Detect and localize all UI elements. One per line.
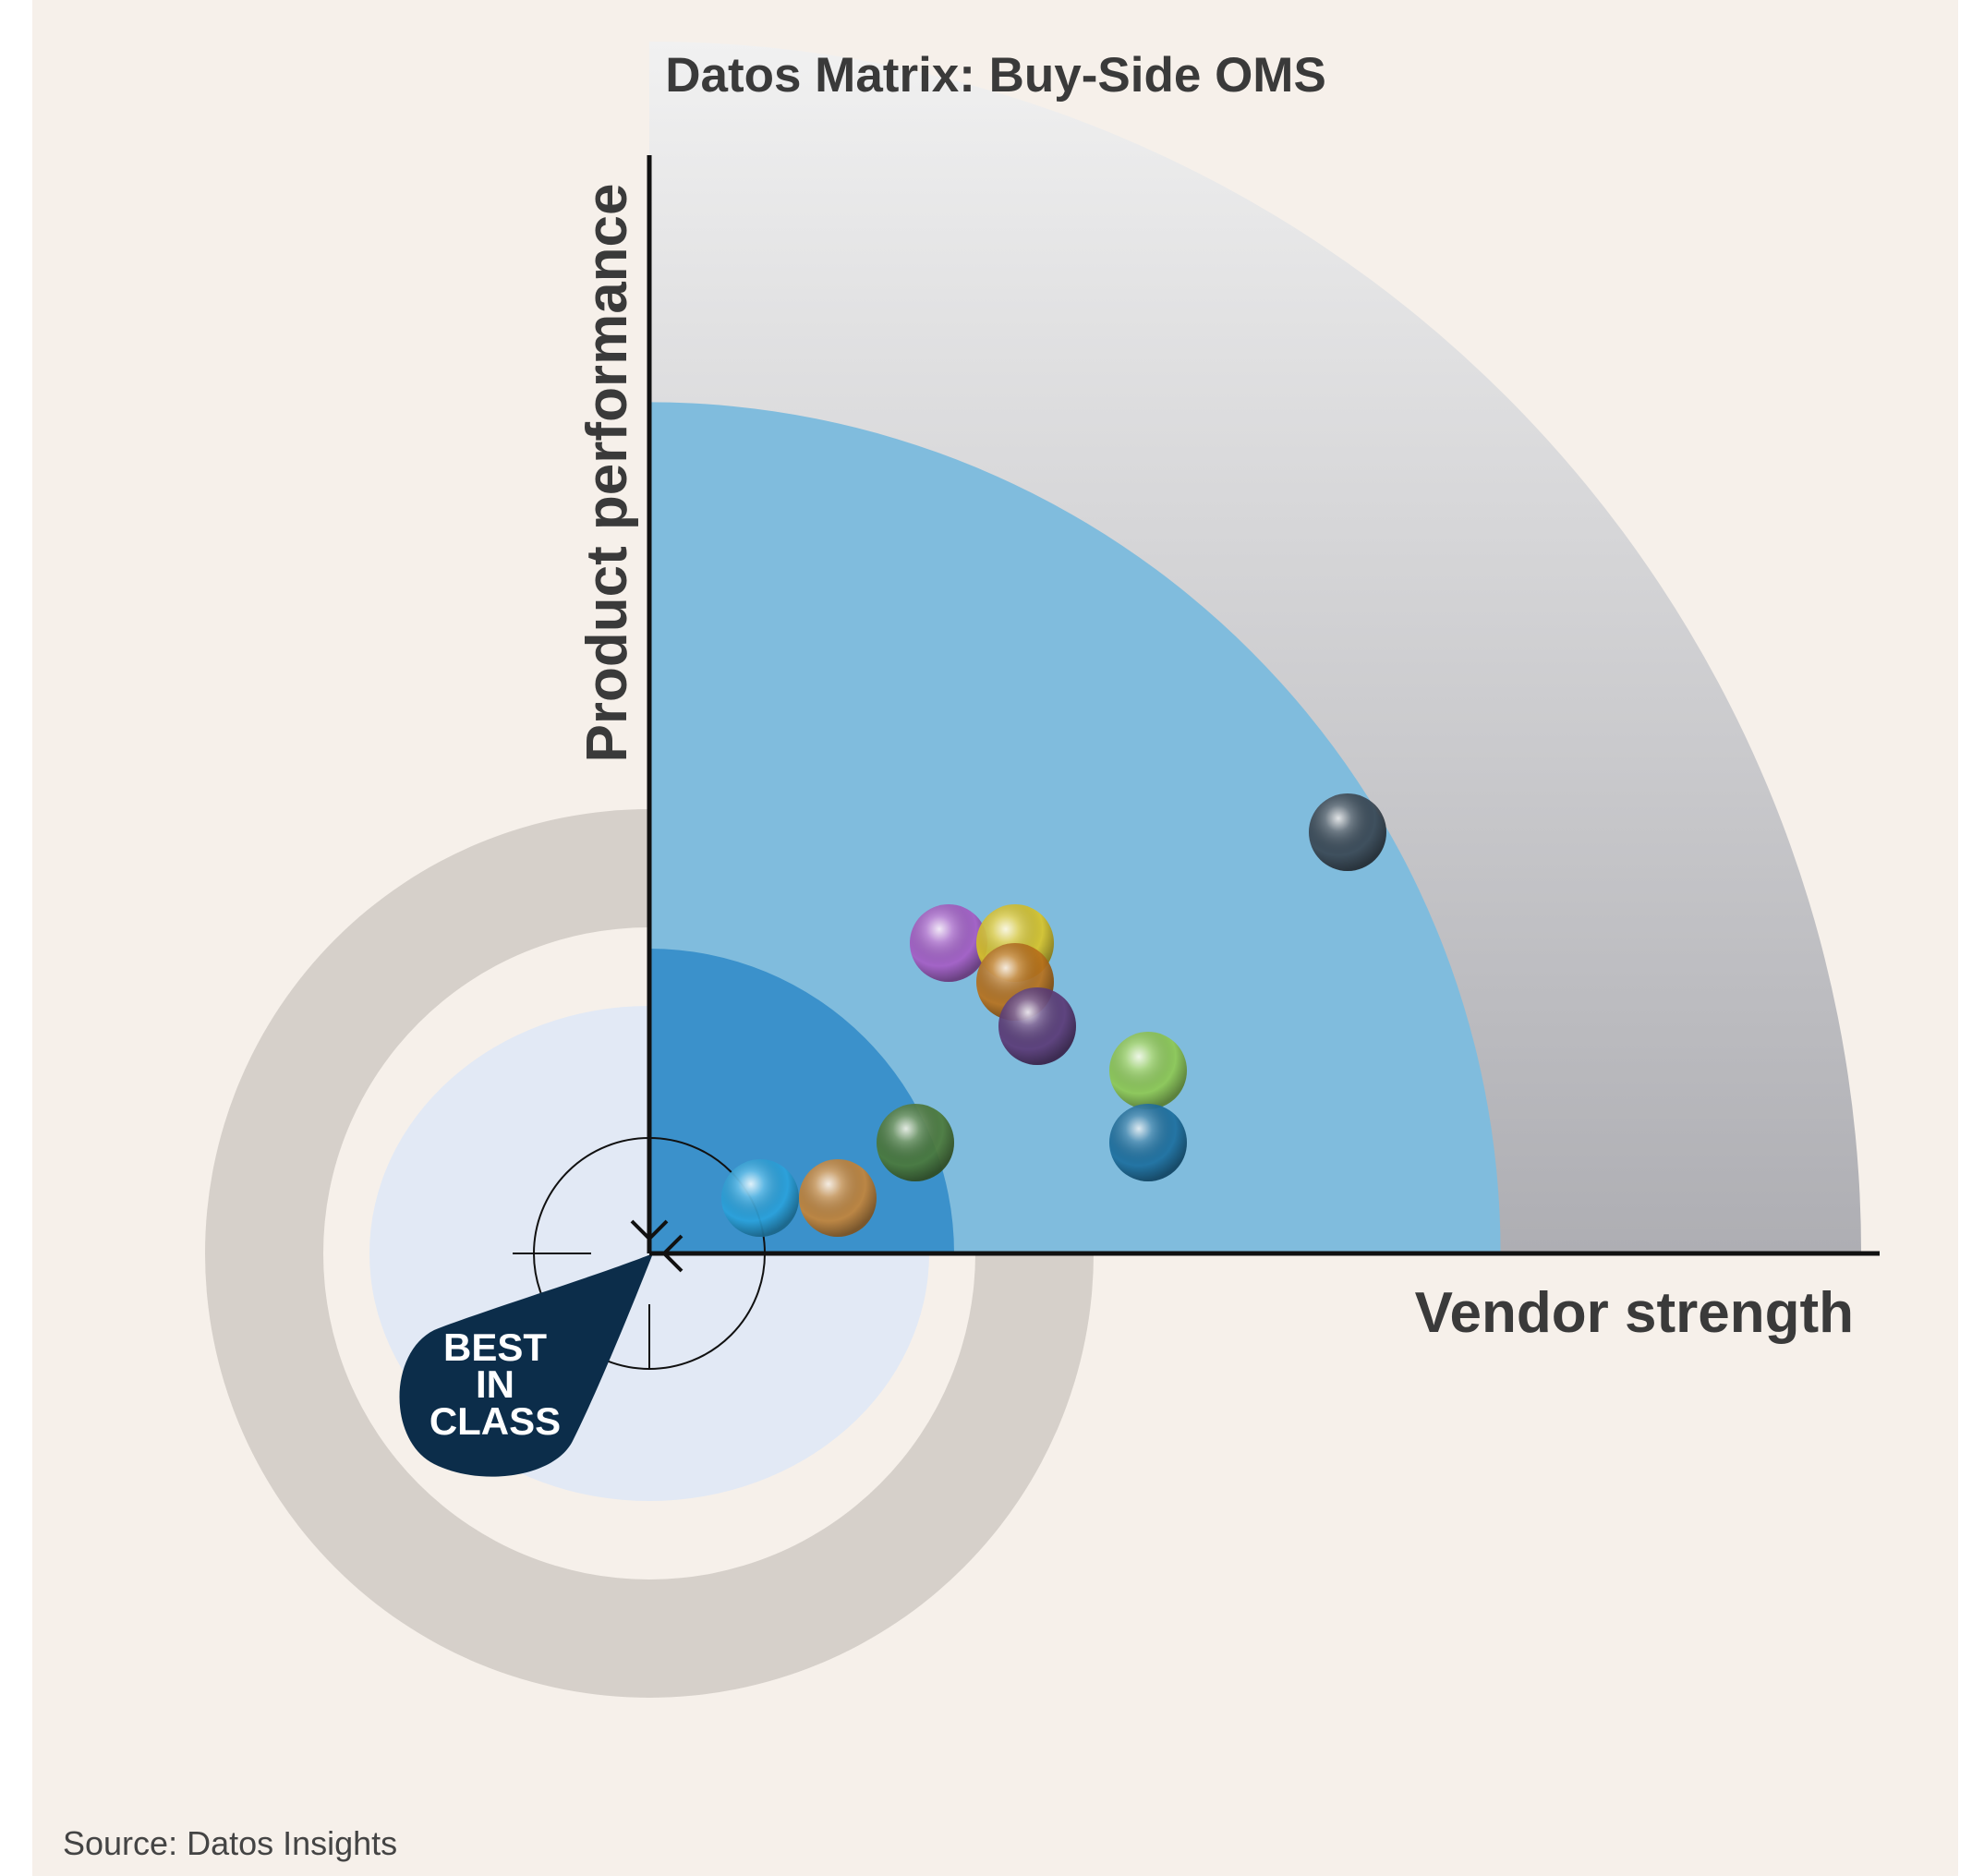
data-point-gloss xyxy=(1109,1104,1187,1181)
data-point-gloss xyxy=(877,1104,954,1181)
badge-line-1: BEST xyxy=(443,1325,547,1369)
data-point[interactable] xyxy=(799,1159,877,1237)
data-point-gloss xyxy=(910,904,987,982)
data-point[interactable] xyxy=(1309,793,1386,871)
data-point[interactable] xyxy=(998,987,1076,1065)
data-point-gloss xyxy=(799,1159,877,1237)
chart-title: Datos Matrix: Buy-Side OMS xyxy=(665,48,1326,103)
data-point[interactable] xyxy=(721,1159,799,1237)
data-point[interactable] xyxy=(910,904,987,982)
zone-inner xyxy=(649,949,954,1253)
x-axis-label: Vendor strength xyxy=(1415,1281,1854,1345)
badge-line-2: IN xyxy=(476,1362,514,1406)
source-note: Source: Datos Insights xyxy=(63,1824,397,1862)
y-axis-label: Product performance xyxy=(575,183,639,762)
points-layer xyxy=(721,793,1386,1237)
data-point-gloss xyxy=(998,987,1076,1065)
data-point[interactable] xyxy=(1109,1104,1187,1181)
data-point[interactable] xyxy=(877,1104,954,1181)
y-axis-arrow xyxy=(630,1219,669,1241)
x-axis-arrow xyxy=(661,1234,684,1273)
axes xyxy=(630,155,1880,1273)
data-point-gloss xyxy=(1309,793,1386,871)
best-in-class-badge: BEST IN CLASS xyxy=(399,1253,653,1477)
badge-line-3: CLASS xyxy=(429,1399,561,1443)
data-point-gloss xyxy=(1109,1032,1187,1109)
data-point[interactable] xyxy=(1109,1032,1187,1109)
data-point-gloss xyxy=(721,1159,799,1237)
